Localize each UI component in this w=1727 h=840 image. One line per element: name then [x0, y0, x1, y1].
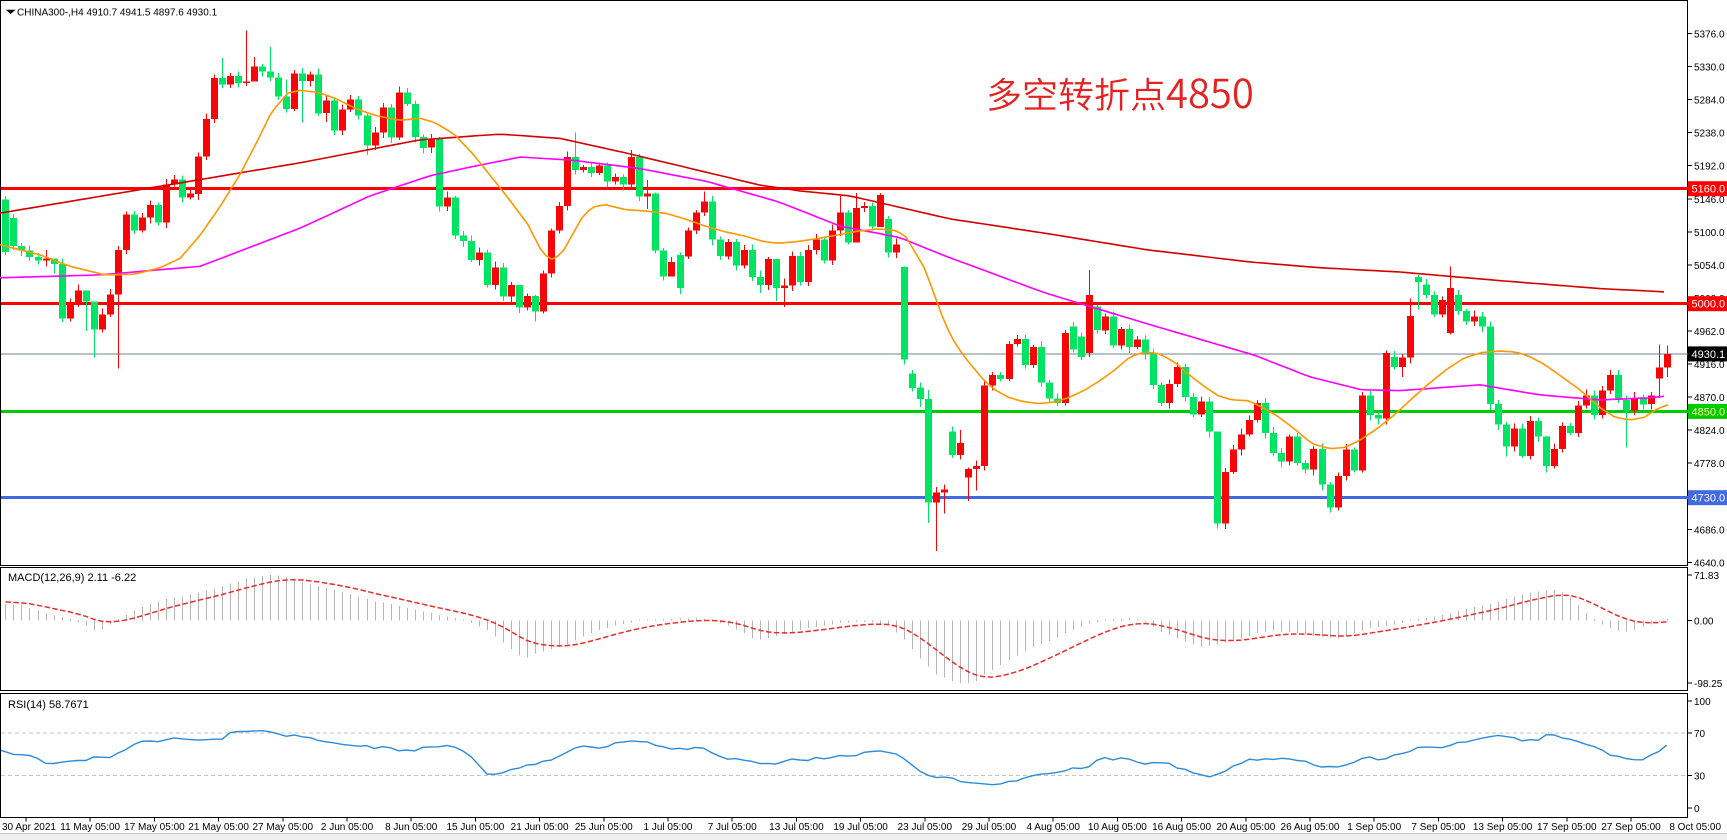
svg-text:CHINA300-,H4 4910.7 4941.5 48: CHINA300-,H4 4910.7 4941.5 4897.6 4930.1	[17, 8, 218, 19]
svg-text:100: 100	[1694, 697, 1711, 708]
svg-text:70: 70	[1694, 729, 1706, 740]
svg-text:0.00: 0.00	[1694, 617, 1714, 628]
svg-text:4824.0: 4824.0	[1694, 426, 1725, 437]
svg-text:26 Aug 05:00: 26 Aug 05:00	[1281, 822, 1340, 833]
svg-text:MACD(12,26,9) 2.11 -6.22: MACD(12,26,9) 2.11 -6.22	[8, 572, 136, 584]
svg-text:4 Aug 05:00: 4 Aug 05:00	[1027, 822, 1081, 833]
svg-text:27 Sep 05:00: 27 Sep 05:00	[1601, 822, 1661, 833]
svg-text:8 Jun 05:00: 8 Jun 05:00	[385, 822, 438, 833]
svg-text:4850.0: 4850.0	[1692, 406, 1726, 418]
svg-text:5376.0: 5376.0	[1694, 30, 1725, 41]
svg-text:16 Aug 05:00: 16 Aug 05:00	[1152, 822, 1211, 833]
svg-text:30: 30	[1694, 772, 1706, 783]
svg-text:23 Jul 05:00: 23 Jul 05:00	[898, 822, 953, 833]
svg-text:71.83: 71.83	[1694, 571, 1719, 582]
svg-text:29 Jul 05:00: 29 Jul 05:00	[962, 822, 1017, 833]
svg-text:8 Oct 05:00: 8 Oct 05:00	[1669, 822, 1721, 833]
svg-text:5284.0: 5284.0	[1694, 96, 1725, 107]
svg-text:15 Jun 05:00: 15 Jun 05:00	[446, 822, 504, 833]
svg-text:27 May 05:00: 27 May 05:00	[252, 822, 313, 833]
svg-text:4640.0: 4640.0	[1694, 558, 1725, 569]
svg-text:5100.0: 5100.0	[1694, 228, 1725, 239]
svg-text:19 Jul 05:00: 19 Jul 05:00	[833, 822, 888, 833]
svg-text:4730.0: 4730.0	[1692, 493, 1726, 505]
svg-text:21 Jun 05:00: 21 Jun 05:00	[511, 822, 569, 833]
svg-text:13 Jul 05:00: 13 Jul 05:00	[769, 822, 824, 833]
svg-text:5192.0: 5192.0	[1694, 162, 1725, 173]
svg-text:13 Sep 05:00: 13 Sep 05:00	[1473, 822, 1533, 833]
svg-text:4916.0: 4916.0	[1694, 360, 1725, 371]
svg-text:11 May 05:00: 11 May 05:00	[60, 822, 120, 833]
svg-text:10 Aug 05:00: 10 Aug 05:00	[1088, 822, 1147, 833]
svg-text:4962.0: 4962.0	[1694, 327, 1725, 338]
svg-text:2 Jun 05:00: 2 Jun 05:00	[321, 822, 374, 833]
svg-text:-98.25: -98.25	[1694, 679, 1723, 690]
svg-text:25 Jun 05:00: 25 Jun 05:00	[575, 822, 633, 833]
svg-text:5000.0: 5000.0	[1692, 299, 1726, 311]
svg-text:0: 0	[1694, 804, 1700, 815]
svg-text:7 Jul 05:00: 7 Jul 05:00	[708, 822, 757, 833]
svg-text:1 Jul 05:00: 1 Jul 05:00	[644, 822, 693, 833]
svg-text:1 Sep 05:00: 1 Sep 05:00	[1347, 822, 1401, 833]
svg-text:17 Sep 05:00: 17 Sep 05:00	[1537, 822, 1597, 833]
svg-text:5238.0: 5238.0	[1694, 129, 1725, 140]
svg-text:RSI(14) 58.7671: RSI(14) 58.7671	[8, 699, 89, 711]
svg-text:5146.0: 5146.0	[1694, 195, 1725, 206]
svg-text:4778.0: 4778.0	[1694, 459, 1725, 470]
svg-text:7 Sep 05:00: 7 Sep 05:00	[1411, 822, 1465, 833]
svg-text:4930.1: 4930.1	[1692, 349, 1726, 361]
svg-text:4686.0: 4686.0	[1694, 525, 1725, 536]
svg-text:4870.0: 4870.0	[1694, 393, 1725, 404]
svg-text:30 Apr 2021: 30 Apr 2021	[2, 822, 56, 833]
svg-text:5054.0: 5054.0	[1694, 261, 1725, 272]
svg-text:20 Aug 05:00: 20 Aug 05:00	[1216, 822, 1275, 833]
svg-text:5330.0: 5330.0	[1694, 63, 1725, 74]
svg-text:5160.0: 5160.0	[1692, 184, 1726, 196]
svg-text:21 May 05:00: 21 May 05:00	[188, 822, 249, 833]
svg-text:17 May 05:00: 17 May 05:00	[124, 822, 185, 833]
